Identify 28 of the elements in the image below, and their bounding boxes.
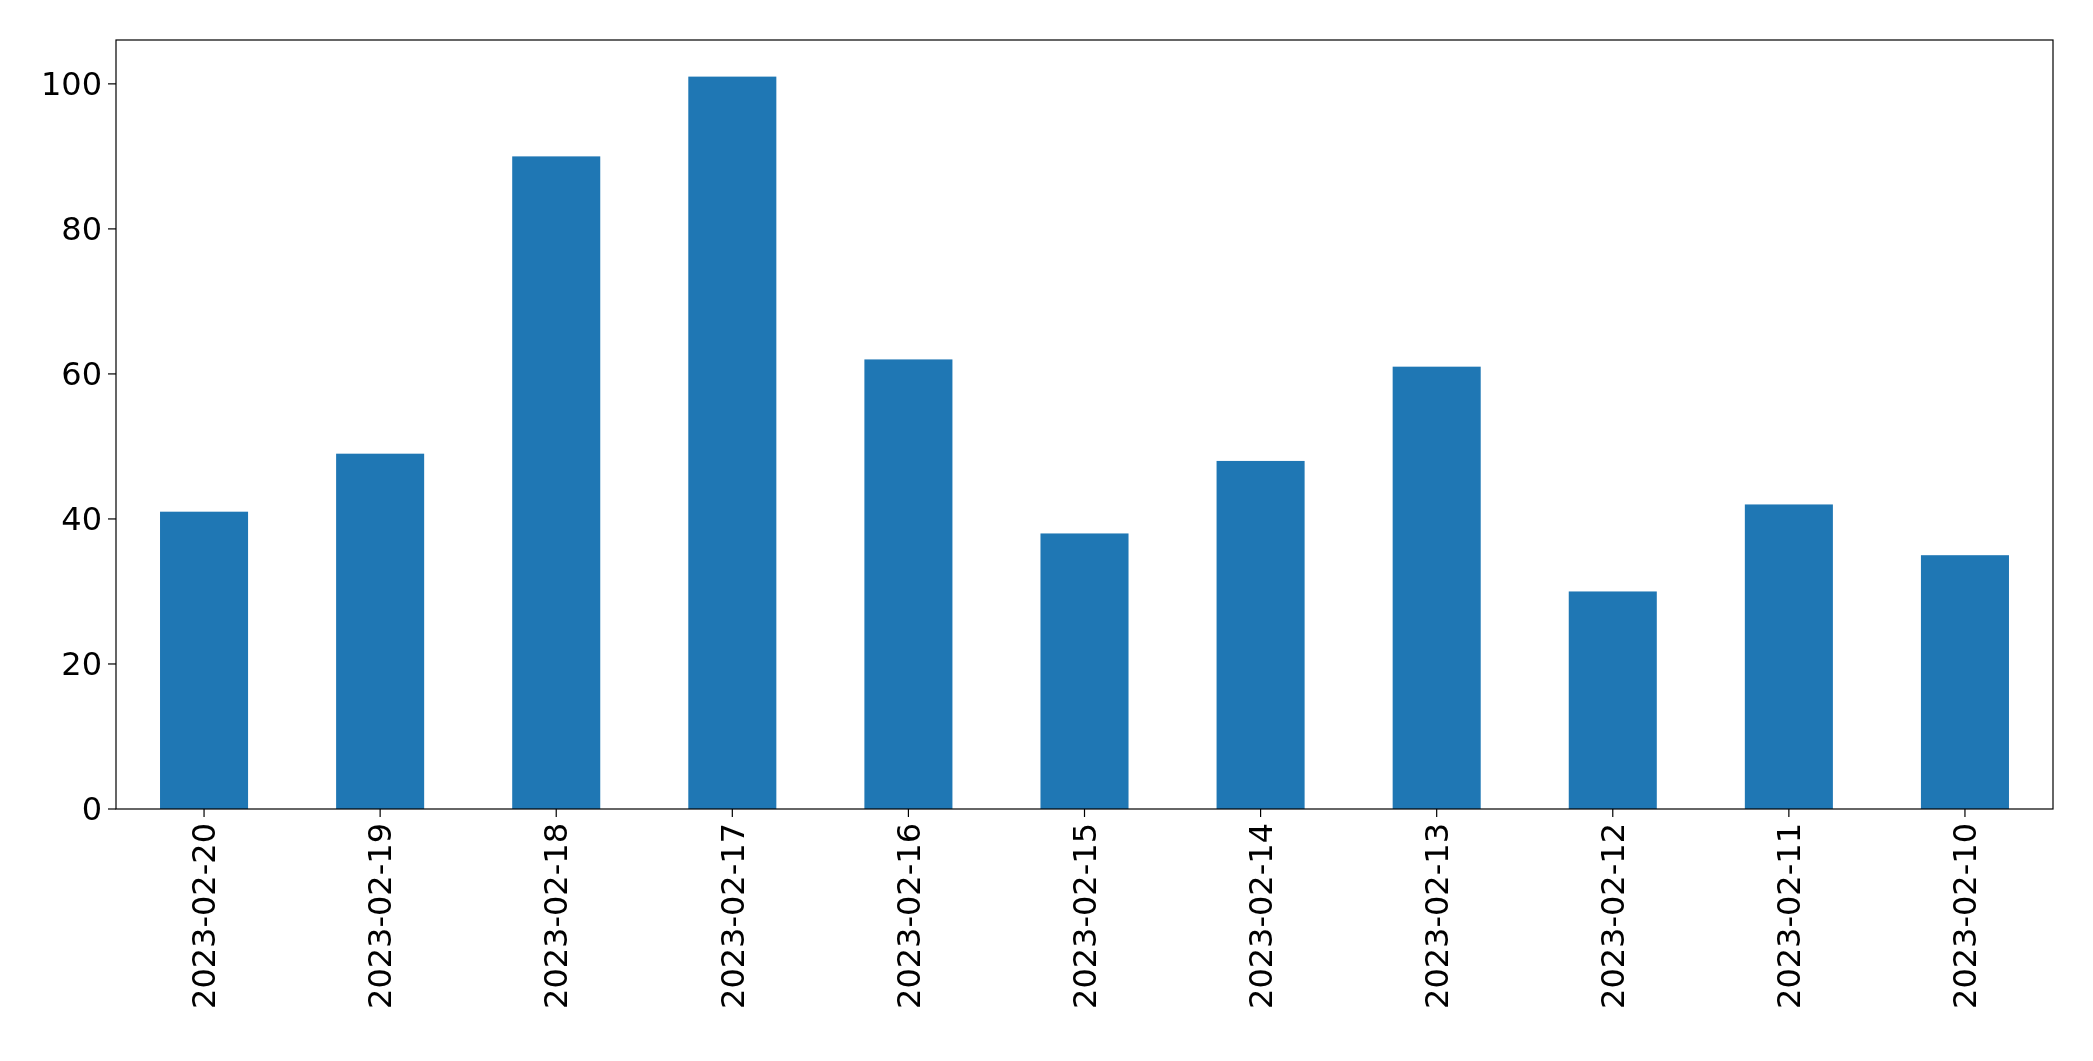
y-tick-label: 60 (61, 355, 102, 394)
y-tick-label: 20 (61, 645, 102, 684)
x-tick-label: 2023-02-18 (537, 823, 576, 1009)
bar (1744, 504, 1833, 809)
x-tick-label: 2023-02-16 (889, 823, 928, 1009)
bar (1040, 533, 1129, 809)
y-tick-label: 0 (81, 790, 102, 829)
bar (1920, 555, 2009, 809)
x-tick-label: 2023-02-11 (1770, 823, 1809, 1009)
bar (336, 453, 425, 809)
y-tick-label: 80 (61, 210, 102, 249)
x-tick-label: 2023-02-15 (1065, 823, 1104, 1009)
x-tick-label: 2023-02-20 (185, 823, 224, 1009)
x-tick-label: 2023-02-10 (1946, 823, 1985, 1009)
y-tick-label: 40 (61, 500, 102, 539)
bar (160, 511, 249, 809)
bar (1392, 366, 1481, 809)
bar (512, 156, 601, 809)
x-tick-label: 2023-02-19 (361, 823, 400, 1009)
bar (864, 359, 953, 809)
x-tick-label: 2023-02-14 (1241, 823, 1280, 1009)
bar (1568, 591, 1657, 809)
x-tick-label: 2023-02-17 (713, 823, 752, 1009)
y-tick-label: 100 (40, 65, 102, 104)
bar (688, 76, 777, 809)
x-tick-label: 2023-02-13 (1417, 823, 1456, 1009)
x-tick-label: 2023-02-12 (1593, 823, 1632, 1009)
bar (1216, 460, 1305, 809)
